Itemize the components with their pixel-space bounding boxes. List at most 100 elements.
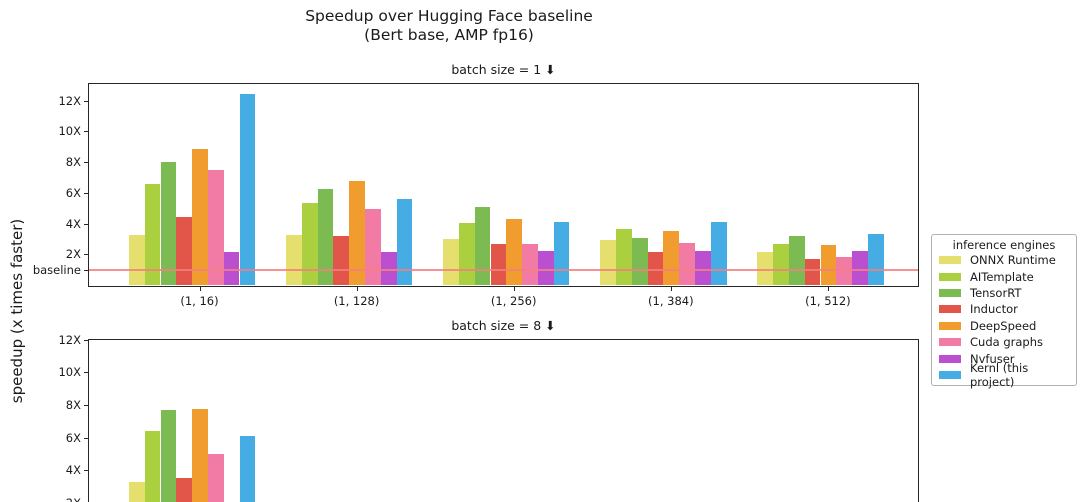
bar (207, 453, 224, 502)
x-tick-mark (199, 287, 201, 291)
bar (286, 234, 302, 286)
bar (757, 251, 774, 286)
bar (490, 243, 507, 286)
legend-title: inference engines (952, 238, 1056, 252)
y-tick-label: 6X (65, 185, 81, 200)
bar (380, 251, 397, 286)
y-tick-mark (84, 339, 88, 341)
legend-swatch (939, 272, 961, 281)
bar (820, 244, 837, 286)
bar (223, 251, 240, 286)
bar (537, 250, 554, 286)
bar (333, 235, 350, 286)
bar (144, 184, 161, 286)
baseline-line (89, 269, 918, 271)
bar (128, 234, 145, 286)
legend-entry: ONNX Runtime (932, 252, 1076, 268)
legend-entry: Cuda graphs (932, 334, 1076, 350)
y-tick-label: 12X (58, 93, 81, 108)
bar (788, 235, 805, 286)
x-tick-mark (513, 287, 515, 291)
x-tick-mark (670, 287, 672, 291)
bar (553, 221, 570, 286)
bar (176, 217, 193, 286)
y-tick-label: 12X (58, 332, 81, 347)
y-tick-mark (84, 254, 88, 256)
axes-box (88, 338, 919, 502)
legend-entry: AITemplate (932, 268, 1076, 284)
bar (458, 223, 475, 286)
bar (867, 233, 884, 286)
legend-label: AITemplate (970, 269, 1034, 284)
axes-box (88, 83, 919, 287)
y-tick-label: 6X (65, 430, 81, 445)
bar (396, 199, 413, 286)
legend-swatch (939, 288, 961, 297)
y-tick-label: baseline (32, 262, 81, 277)
legend-swatch (939, 256, 961, 265)
y-tick-label: 10X (58, 365, 81, 380)
x-tick-label: (1, 16) (180, 294, 219, 308)
figure-title: Speedup over Hugging Face baseline (Bert… (305, 7, 593, 44)
legend-label: Cuda graphs (970, 335, 1043, 350)
legend-entry: Nvfuser (932, 350, 1076, 366)
x-tick-label: (1, 128) (333, 294, 380, 308)
bar (600, 240, 616, 286)
bar (144, 430, 161, 502)
y-tick-mark (84, 437, 88, 439)
y-tick-mark (84, 372, 88, 374)
y-tick-label: 8X (65, 155, 81, 170)
legend: inference engines ONNX Runtime AITemplate… (931, 234, 1077, 389)
bar (160, 410, 177, 502)
y-tick-mark (84, 131, 88, 133)
bar (207, 170, 224, 286)
bar (239, 435, 256, 502)
x-tick-label: (1, 512) (805, 294, 851, 308)
x-tick-mark (827, 287, 829, 291)
bar (192, 409, 208, 502)
bar (317, 189, 334, 286)
bar (160, 161, 177, 286)
bar (239, 94, 256, 286)
legend-swatch (939, 354, 961, 363)
y-tick-label: 4X (65, 216, 81, 231)
bar (128, 482, 145, 502)
legend-entry: Kernl (this project) (932, 361, 1076, 389)
bar (522, 243, 538, 286)
legend-label: Nvfuser (970, 351, 1015, 366)
legend-entries: ONNX Runtime AITemplate TensorRT Inductor De… (932, 252, 1076, 389)
bar (349, 181, 365, 286)
bar (679, 243, 695, 286)
legend-label: Inductor (970, 302, 1018, 317)
bar (663, 230, 680, 286)
y-tick-mark (84, 223, 88, 225)
subplot-title: batch size = 1 ⬇ (451, 62, 556, 77)
bar (506, 219, 523, 286)
y-tick-label: 2X (65, 247, 81, 262)
y-tick-mark (84, 100, 88, 102)
bar (695, 250, 711, 286)
figure-title-line2: (Bert base, AMP fp16) (364, 25, 534, 44)
y-tick-label: 10X (58, 124, 81, 139)
y-tick-mark (84, 470, 88, 472)
legend-label: ONNX Runtime (970, 253, 1056, 268)
bar (443, 239, 459, 286)
bar (852, 250, 868, 286)
legend-entry: Inductor (932, 301, 1076, 317)
y-tick-mark (84, 404, 88, 406)
legend-label: TensorRT (970, 285, 1022, 300)
x-tick-label: (1, 384) (648, 294, 694, 308)
bar (301, 202, 318, 286)
x-tick-mark (356, 287, 358, 291)
bar (192, 148, 208, 286)
subplot-title: batch size = 8 ⬇ (451, 317, 556, 333)
figure-title-line1: Speedup over Hugging Face baseline (305, 7, 593, 25)
legend-swatch (939, 370, 961, 379)
bar (176, 478, 193, 502)
legend-label: DeepSpeed (970, 318, 1037, 333)
y-tick-mark (84, 192, 88, 194)
bar (710, 222, 727, 286)
legend-entry: DeepSpeed (932, 318, 1076, 334)
y-tick-mark (84, 162, 88, 164)
y-tick-label: 2X (0, 496, 81, 502)
